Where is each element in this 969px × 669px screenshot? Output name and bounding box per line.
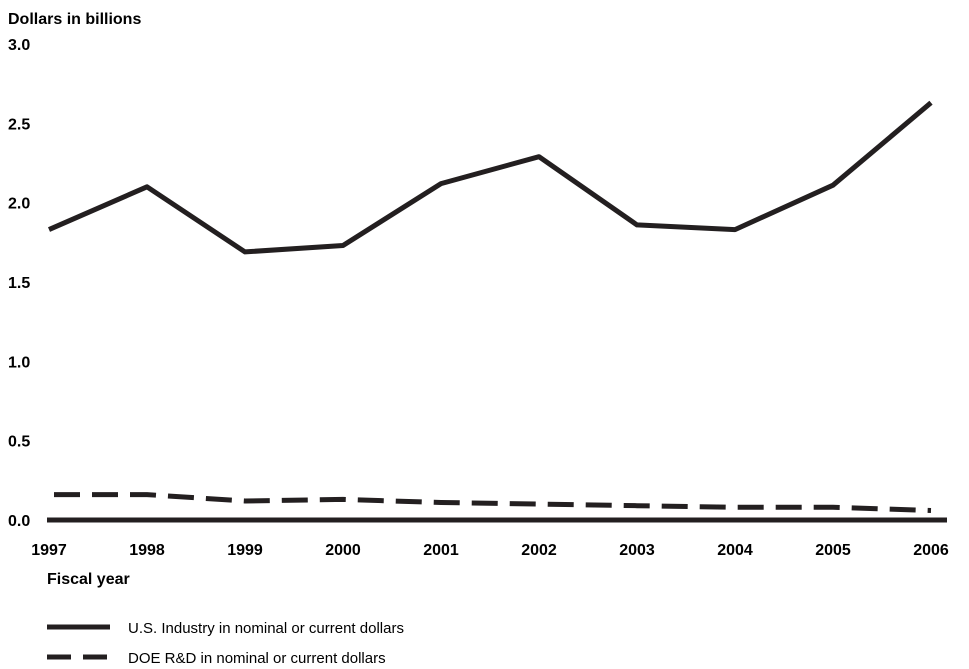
series-lines	[47, 100, 933, 513]
x-tick-label: 2004	[717, 542, 753, 559]
x-tick-label: 1997	[31, 542, 67, 559]
y-axis-title: Dollars in billions	[8, 11, 141, 28]
x-tick-label: 2006	[913, 542, 949, 559]
x-tick-label: 1999	[227, 542, 263, 559]
x-tick-label: 2002	[521, 542, 557, 559]
legend-label: U.S. Industry in nominal or current doll…	[128, 620, 404, 637]
y-tick-label: 1.0	[8, 354, 30, 371]
y-tick-label: 3.0	[8, 37, 30, 54]
x-tick-label: 2005	[815, 542, 851, 559]
x-tick-label: 2000	[325, 542, 361, 559]
y-tick-label: 2.0	[8, 196, 30, 213]
y-tick-labels: 0.0 0.5 1.0 1.5 2.0 2.5 3.0	[8, 37, 30, 530]
doe-rd-line	[54, 492, 932, 513]
x-axis-title: Fiscal year	[47, 571, 130, 588]
us-industry-line	[47, 100, 933, 255]
y-tick-label: 2.5	[8, 116, 30, 133]
y-tick-label: 0.5	[8, 434, 30, 451]
y-tick-label: 0.0	[8, 513, 30, 530]
y-tick-label: 1.5	[8, 275, 30, 292]
x-tick-labels: 1997 1998 1999 2000 2001 2002 2003 2004 2005 2006	[31, 542, 949, 559]
legend-label: DOE R&D in nominal or current dollars	[128, 650, 386, 667]
x-tick-label: 1998	[129, 542, 165, 559]
x-tick-label: 2003	[619, 542, 655, 559]
legend: U.S. Industry in nominal or current doll…	[47, 620, 404, 667]
x-tick-label: 2001	[423, 542, 459, 559]
